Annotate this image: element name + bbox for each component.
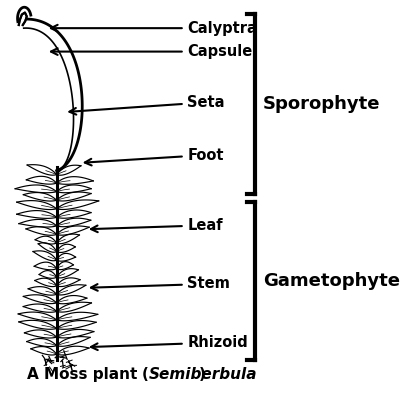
Text: Sporophyte: Sporophyte: [262, 95, 379, 113]
Text: Capsule: Capsule: [51, 44, 252, 59]
Text: Rhizoid: Rhizoid: [91, 335, 247, 350]
Text: Seta: Seta: [69, 95, 224, 114]
Text: Gametophyte: Gametophyte: [262, 272, 399, 290]
Text: Calyptra: Calyptra: [51, 21, 257, 36]
Text: (: (: [141, 367, 148, 381]
Text: ): ): [198, 367, 205, 381]
Text: A Moss plant: A Moss plant: [27, 367, 143, 381]
Polygon shape: [19, 13, 27, 25]
Text: Leaf: Leaf: [91, 218, 223, 233]
Text: Semiberbula: Semiberbula: [148, 367, 256, 381]
Text: Stem: Stem: [91, 276, 230, 291]
Text: Foot: Foot: [85, 148, 223, 166]
